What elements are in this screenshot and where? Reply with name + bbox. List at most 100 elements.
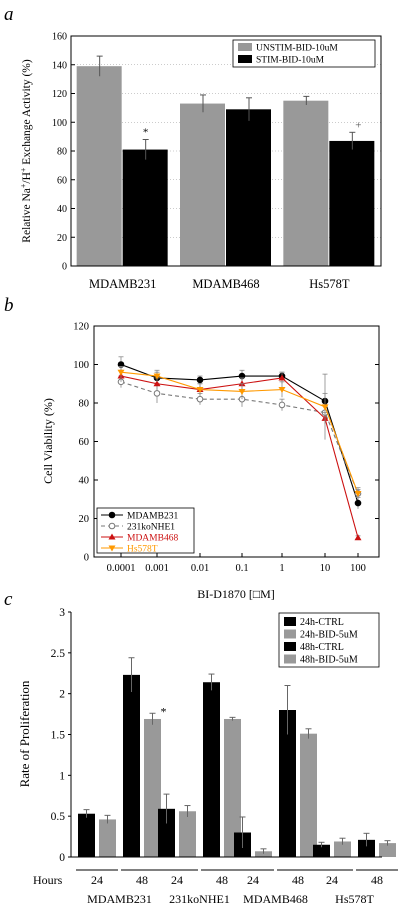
legend-swatch-24h-ctrl bbox=[284, 617, 296, 626]
panel-b-x-tick-label: 0.01 bbox=[191, 563, 209, 574]
data-point-mdamb468 bbox=[354, 534, 362, 541]
panel-a-y-tick-label: 120 bbox=[52, 89, 67, 100]
bar-24h-bid-5um-mdamb231 bbox=[99, 819, 116, 857]
legend-swatch-24h-bid-5um bbox=[284, 629, 296, 639]
panel-b-x-tick-label: 100 bbox=[350, 563, 366, 574]
bar-stim-bid-10um-hs578t bbox=[329, 140, 375, 266]
panel-c-errorbars bbox=[83, 657, 391, 854]
data-point-mdamb468 bbox=[278, 374, 286, 381]
panel-a-y-tick-label: 40 bbox=[57, 204, 67, 215]
bar-24h-ctrl-231konhe1 bbox=[158, 808, 175, 857]
legend-label-24h-ctrl: 24h-CTRL bbox=[300, 617, 344, 628]
hours-tick-label: 48 bbox=[371, 873, 383, 887]
hours-tick-label: 24 bbox=[247, 873, 259, 887]
bar-unstim-bid-10um-mdamb468 bbox=[180, 103, 225, 266]
data-point-mdamb468 bbox=[153, 380, 161, 387]
panel-a-errorbars bbox=[96, 55, 356, 160]
panel-c-bars bbox=[78, 674, 396, 857]
panel-b-letter: b bbox=[4, 295, 14, 316]
panel-b-x-tick-label: 10 bbox=[320, 563, 331, 574]
panel-b-y-tick-label: 0 bbox=[84, 553, 89, 564]
hours-tick-label: 24 bbox=[171, 873, 183, 887]
panel-c-y-tick-label: 0 bbox=[59, 852, 65, 864]
bar-48h-bid-5um-hs578t bbox=[379, 843, 396, 857]
data-point-hs578t bbox=[238, 388, 246, 395]
panel-b-y-tick-label: 120 bbox=[73, 322, 89, 333]
legend-label-stim-bid: STIM-BID-10uM bbox=[256, 56, 325, 66]
panel-c-category-label: MDAMB231 bbox=[87, 892, 152, 906]
panel-c-y-tick-label: 3 bbox=[59, 607, 65, 619]
panel-b-y-tick-label: 60 bbox=[79, 437, 90, 448]
panel-c: c * 0 0.5 1 1.5 2 2.5 3 24 48 24 48 24 48 24 48 Hours… bbox=[4, 589, 398, 906]
bar-stim-bid-10um-mdamb231 bbox=[122, 149, 168, 266]
data-point-mdamb231 bbox=[196, 376, 204, 384]
data-point-231konhe1 bbox=[196, 395, 204, 403]
panel-b-y-ticks: 0 20 40 60 80 100 120 bbox=[73, 322, 379, 564]
panel-c-annotations: * bbox=[161, 704, 167, 718]
legend-marker-mdamb231 bbox=[108, 511, 116, 519]
panel-b-series bbox=[117, 356, 362, 541]
panel-c-y-axis-label: Rate of Proliferation bbox=[17, 680, 32, 787]
data-point-hs578t bbox=[117, 369, 125, 376]
panel-b-y-tick-label: 20 bbox=[79, 514, 90, 525]
panel-c-category-label: Hs578T bbox=[335, 892, 374, 906]
significance-mark: + bbox=[355, 119, 361, 131]
panel-c-hours-label: Hours bbox=[33, 873, 63, 887]
hours-tick-label: 48 bbox=[216, 873, 228, 887]
data-point-hs578t bbox=[354, 490, 362, 497]
panel-b-x-tick-label: 0.0001 bbox=[107, 563, 136, 574]
data-point-mdamb231 bbox=[354, 499, 362, 507]
panel-a-letter: a bbox=[4, 4, 14, 25]
legend-label-unstim-bid: UNSTIM-BID-10uM bbox=[256, 44, 338, 54]
panel-a-y-tick-label: 140 bbox=[52, 60, 67, 71]
panel-a-category-label: Hs578T bbox=[309, 277, 350, 291]
panel-a-x-labels: MDAMB231 MDAMB468 Hs578T bbox=[89, 277, 350, 291]
legend-label-mdamb231: MDAMB231 bbox=[127, 512, 178, 522]
panel-a-bars bbox=[76, 66, 375, 266]
bar-unstim-bid-10um-mdamb231 bbox=[76, 66, 122, 266]
hours-tick-label: 24 bbox=[91, 873, 103, 887]
legend-swatch-48h-bid-5um bbox=[284, 654, 296, 664]
legend-marker-mdamb468 bbox=[108, 533, 116, 540]
bar-24h-ctrl-mdamb231 bbox=[78, 813, 95, 857]
panel-c-y-tick-label: 2.5 bbox=[51, 648, 66, 660]
panel-c-category-label: 231koNHE1 bbox=[169, 892, 230, 906]
panel-c-y-tick-label: 0.5 bbox=[51, 811, 66, 823]
hours-tick-label: 24 bbox=[326, 873, 338, 887]
hours-tick-label: 48 bbox=[136, 873, 148, 887]
data-point-hs578t bbox=[196, 387, 204, 394]
bar-48h-ctrl-hs578t bbox=[358, 839, 375, 857]
panel-a-y-tick-label: 80 bbox=[57, 147, 67, 158]
panel-a-y-tick-label: 20 bbox=[57, 233, 67, 244]
data-point-231konhe1 bbox=[278, 401, 286, 409]
panel-b-y-tick-label: 80 bbox=[79, 399, 90, 410]
bar-48h-ctrl-mdamb231 bbox=[123, 674, 140, 857]
legend-swatch-unstim-bid bbox=[238, 43, 252, 51]
bar-unstim-bid-10um-hs578t bbox=[283, 100, 329, 266]
legend-label-48h-bid-5um: 48h-BID-5uM bbox=[300, 655, 358, 666]
panel-c-y-tick-label: 2 bbox=[59, 689, 65, 701]
legend-swatch-stim-bid bbox=[238, 55, 252, 63]
panel-a-y-tick-label: 160 bbox=[52, 32, 67, 43]
bar-48h-bid-5um-mdamb468 bbox=[300, 733, 317, 857]
bar-24h-bid-5um-231konhe1 bbox=[179, 811, 196, 857]
data-point-hs578t bbox=[278, 387, 286, 394]
bar-48h-ctrl-mdamb468 bbox=[279, 710, 296, 857]
panel-a-y-ticks: 0 20 40 60 80 100 120 140 160 bbox=[52, 32, 75, 273]
data-point-mdamb468 bbox=[238, 380, 246, 387]
bar-stim-bid-10um-mdamb468 bbox=[226, 109, 271, 266]
legend-label-hs578t: Hs578T bbox=[127, 545, 158, 555]
panel-a-legend: UNSTIM-BID-10uM STIM-BID-10uM bbox=[232, 39, 376, 68]
panel-c-y-ticks: 0 0.5 1 1.5 2 2.5 3 bbox=[51, 607, 71, 864]
legend-marker-231konhe1 bbox=[108, 522, 116, 530]
panel-a-category-label: MDAMB231 bbox=[89, 277, 156, 291]
panel-b-y-tick-label: 40 bbox=[79, 476, 90, 487]
panel-a-y-axis-label: Relative Na+/H+ Exchange Activity (%) bbox=[19, 59, 34, 243]
panel-c-y-tick-label: 1 bbox=[59, 770, 65, 782]
data-point-hs578t bbox=[153, 373, 161, 380]
bar-24h-ctrl-hs578t bbox=[313, 844, 330, 857]
hours-tick-label: 48 bbox=[292, 873, 304, 887]
